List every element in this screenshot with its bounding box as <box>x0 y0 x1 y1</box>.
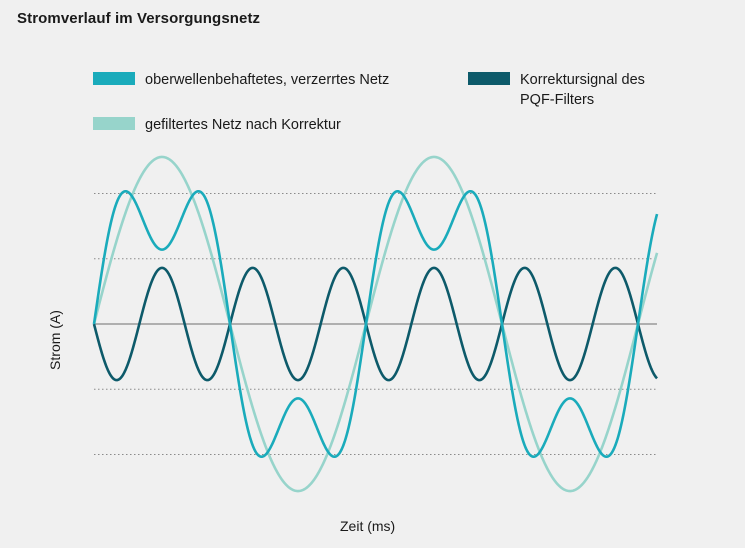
series-line-filtered <box>92 155 659 493</box>
legend-label-distorted: oberwellenbehaftetes, verzerrtes Netz <box>145 72 390 88</box>
legend-item-distorted: oberwellenbehaftetes, verzerrtes Netz <box>93 70 389 90</box>
series-line-distorted <box>92 189 659 459</box>
y-axis-label: Strom (A) <box>47 310 63 370</box>
series-layer <box>92 155 659 493</box>
legend-label-filtered: gefiltertes Netz nach Korrektur <box>145 117 341 133</box>
series-line-correction <box>92 266 658 382</box>
legend-swatch-correction <box>468 72 510 85</box>
legend-swatch-distorted <box>93 72 135 85</box>
x-axis-label: Zeit (ms) <box>340 518 396 534</box>
legend-item-correction: Korrektursignal des PQF-Filters <box>468 70 645 110</box>
legend-label-correction: Korrektursignal des PQF-Filters <box>520 72 645 108</box>
legend-item-filtered: gefiltertes Netz nach Korrektur <box>93 115 341 135</box>
chart-title: Stromverlauf im Versorgungsnetz <box>17 10 261 27</box>
legend-swatch-filtered <box>93 117 135 130</box>
